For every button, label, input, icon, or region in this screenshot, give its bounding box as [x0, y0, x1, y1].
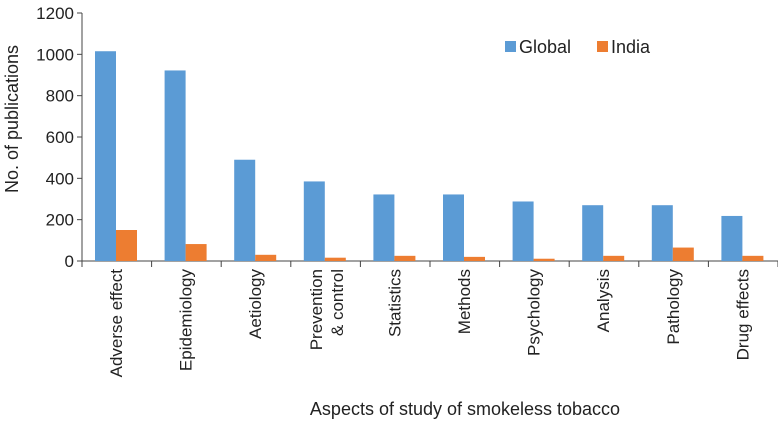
y-tick-label: 800	[46, 87, 74, 106]
legend-label: Global	[519, 37, 571, 57]
legend: Global India	[505, 37, 651, 57]
legend-label: India	[611, 37, 651, 57]
x-category-label-line: & control	[328, 269, 347, 336]
bar-global	[95, 51, 116, 261]
x-category-label: Adverse effect	[107, 269, 126, 378]
x-category-label: Pathology	[664, 269, 683, 345]
bar-global	[651, 205, 673, 261]
y-tick-label: 200	[46, 211, 74, 230]
bar-india	[603, 255, 625, 261]
y-axis-title: No. of publications	[2, 45, 22, 193]
x-category-label: Psychology	[525, 269, 544, 356]
x-category-label: Methods	[455, 269, 474, 334]
x-category-label: Drug effects	[733, 269, 752, 360]
bar-global	[373, 194, 395, 261]
bar-india	[394, 255, 416, 261]
y-tick-label: 1000	[36, 45, 74, 64]
x-category-label: Prevention & control	[307, 269, 347, 350]
x-axis-title: Aspects of study of smokeless tobacco	[310, 399, 620, 419]
bar-india	[185, 244, 207, 261]
bar-global	[582, 205, 604, 261]
bar-india	[464, 256, 485, 261]
bar-india	[672, 247, 694, 261]
x-category-label: Epidemiology	[177, 269, 196, 372]
bar-india	[324, 257, 346, 261]
x-category-label-line: Prevention	[307, 269, 326, 350]
x-category-label: Statistics	[385, 269, 404, 337]
bar-global	[303, 181, 325, 261]
bar-global	[721, 215, 743, 261]
y-axis: 0 200 400 600 800 1000 1200	[36, 4, 83, 271]
y-tick-label: 0	[65, 252, 74, 271]
bar-india	[533, 258, 555, 261]
y-tick-label: 400	[46, 169, 74, 188]
category-labels: Adverse effect Epidemiology Aetiology Preve…	[107, 269, 752, 378]
x-category-label: Aetiology	[246, 269, 265, 339]
bars	[95, 51, 764, 261]
bar-india	[742, 255, 764, 261]
y-tick-label: 600	[46, 128, 74, 147]
bar-india	[255, 254, 277, 261]
x-category-label: Analysis	[594, 269, 613, 332]
legend-swatch-global	[505, 41, 516, 52]
x-axis	[81, 260, 778, 267]
bar-global	[443, 194, 464, 261]
bar-global	[164, 70, 186, 261]
y-tick-label: 1200	[36, 4, 74, 23]
bar-global	[234, 159, 256, 261]
legend-swatch-india	[597, 41, 608, 52]
bar-india	[116, 230, 137, 261]
bar-global	[512, 201, 534, 261]
